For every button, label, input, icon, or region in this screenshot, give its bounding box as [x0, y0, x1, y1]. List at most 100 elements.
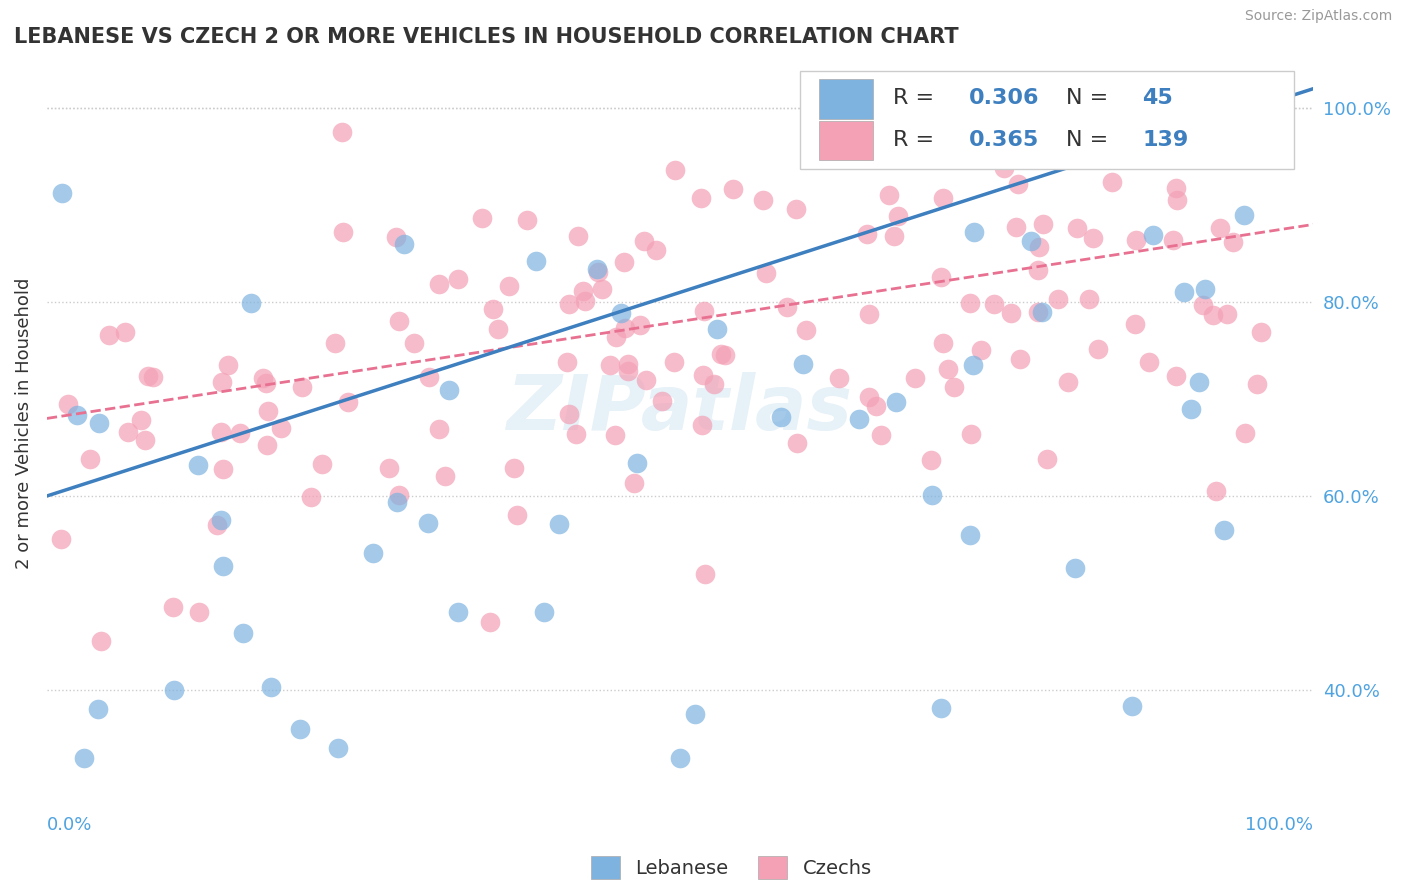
Point [603, 428, 626, 442]
Point [51, 186, 73, 201]
Point [162, 682, 184, 697]
Point [482, 302, 505, 317]
Point [378, 461, 401, 475]
Point [664, 163, 686, 178]
Point [929, 270, 952, 285]
Point [506, 508, 529, 522]
Point [1066, 220, 1088, 235]
Text: R =: R = [893, 129, 941, 150]
Point [252, 371, 274, 385]
Point [692, 368, 714, 383]
Point [418, 516, 440, 531]
Point [332, 125, 354, 139]
Point [129, 412, 152, 426]
Point [385, 230, 408, 244]
Point [865, 400, 887, 414]
Point [1180, 402, 1202, 417]
Point [1166, 180, 1188, 194]
Point [114, 325, 136, 339]
Text: 139: 139 [1142, 129, 1188, 150]
Point [943, 380, 966, 394]
Point [117, 425, 139, 439]
Point [558, 407, 581, 421]
Point [388, 488, 411, 502]
Point [877, 187, 900, 202]
Point [209, 425, 232, 440]
Point [98, 328, 121, 343]
Point [90, 634, 112, 648]
Legend: Lebanese, Czechs: Lebanese, Czechs [583, 847, 879, 888]
Point [959, 295, 981, 310]
Point [205, 518, 228, 533]
Text: LEBANESE VS CZECH 2 OR MORE VEHICLES IN HOUSEHOLD CORRELATION CHART: LEBANESE VS CZECH 2 OR MORE VEHICLES IN … [14, 27, 959, 46]
Text: R =: R = [893, 88, 941, 108]
Point [1233, 426, 1256, 441]
Point [503, 461, 526, 475]
Point [1057, 376, 1080, 390]
Point [963, 225, 986, 239]
Point [1222, 235, 1244, 249]
Point [1250, 325, 1272, 339]
Point [776, 301, 799, 315]
Point [187, 606, 209, 620]
Point [288, 722, 311, 736]
Point [1142, 228, 1164, 243]
FancyBboxPatch shape [820, 120, 873, 160]
Point [887, 209, 910, 223]
Point [1173, 285, 1195, 299]
Point [585, 261, 607, 276]
Point [690, 191, 713, 205]
Point [633, 235, 655, 249]
Point [703, 376, 725, 391]
Point [662, 355, 685, 369]
Point [328, 741, 350, 756]
Point [162, 599, 184, 614]
Point [1004, 219, 1026, 234]
Text: 45: 45 [1142, 88, 1173, 108]
Point [337, 394, 360, 409]
Point [848, 412, 870, 426]
Point [695, 566, 717, 581]
Point [1215, 307, 1237, 321]
Point [962, 358, 984, 372]
Point [361, 546, 384, 560]
Point [929, 701, 952, 715]
Point [870, 428, 893, 442]
Point [723, 182, 745, 196]
Point [565, 426, 588, 441]
Point [256, 404, 278, 418]
Point [993, 161, 1015, 176]
Point [439, 383, 461, 397]
Point [486, 322, 509, 336]
Point [828, 371, 851, 385]
Point [1000, 306, 1022, 320]
Point [1188, 375, 1211, 389]
Point [254, 376, 277, 390]
Point [332, 225, 354, 239]
Point [1026, 305, 1049, 319]
Point [1087, 342, 1109, 356]
Text: Source: ZipAtlas.com: Source: ZipAtlas.com [1244, 9, 1392, 23]
Point [1205, 483, 1227, 498]
Point [1212, 523, 1234, 537]
Point [142, 370, 165, 384]
Point [567, 229, 589, 244]
Point [1007, 177, 1029, 191]
Point [299, 491, 322, 505]
Text: ZIPatlas: ZIPatlas [508, 372, 853, 446]
Point [970, 343, 993, 357]
Point [1063, 561, 1085, 575]
Point [936, 362, 959, 376]
Point [1166, 369, 1188, 384]
Point [1246, 377, 1268, 392]
Point [932, 191, 955, 205]
Point [387, 495, 409, 509]
Point [427, 422, 450, 436]
Point [858, 307, 880, 321]
Point [1125, 233, 1147, 247]
Point [710, 347, 733, 361]
Point [786, 435, 808, 450]
Point [212, 462, 235, 476]
Point [187, 458, 209, 473]
Point [651, 393, 673, 408]
